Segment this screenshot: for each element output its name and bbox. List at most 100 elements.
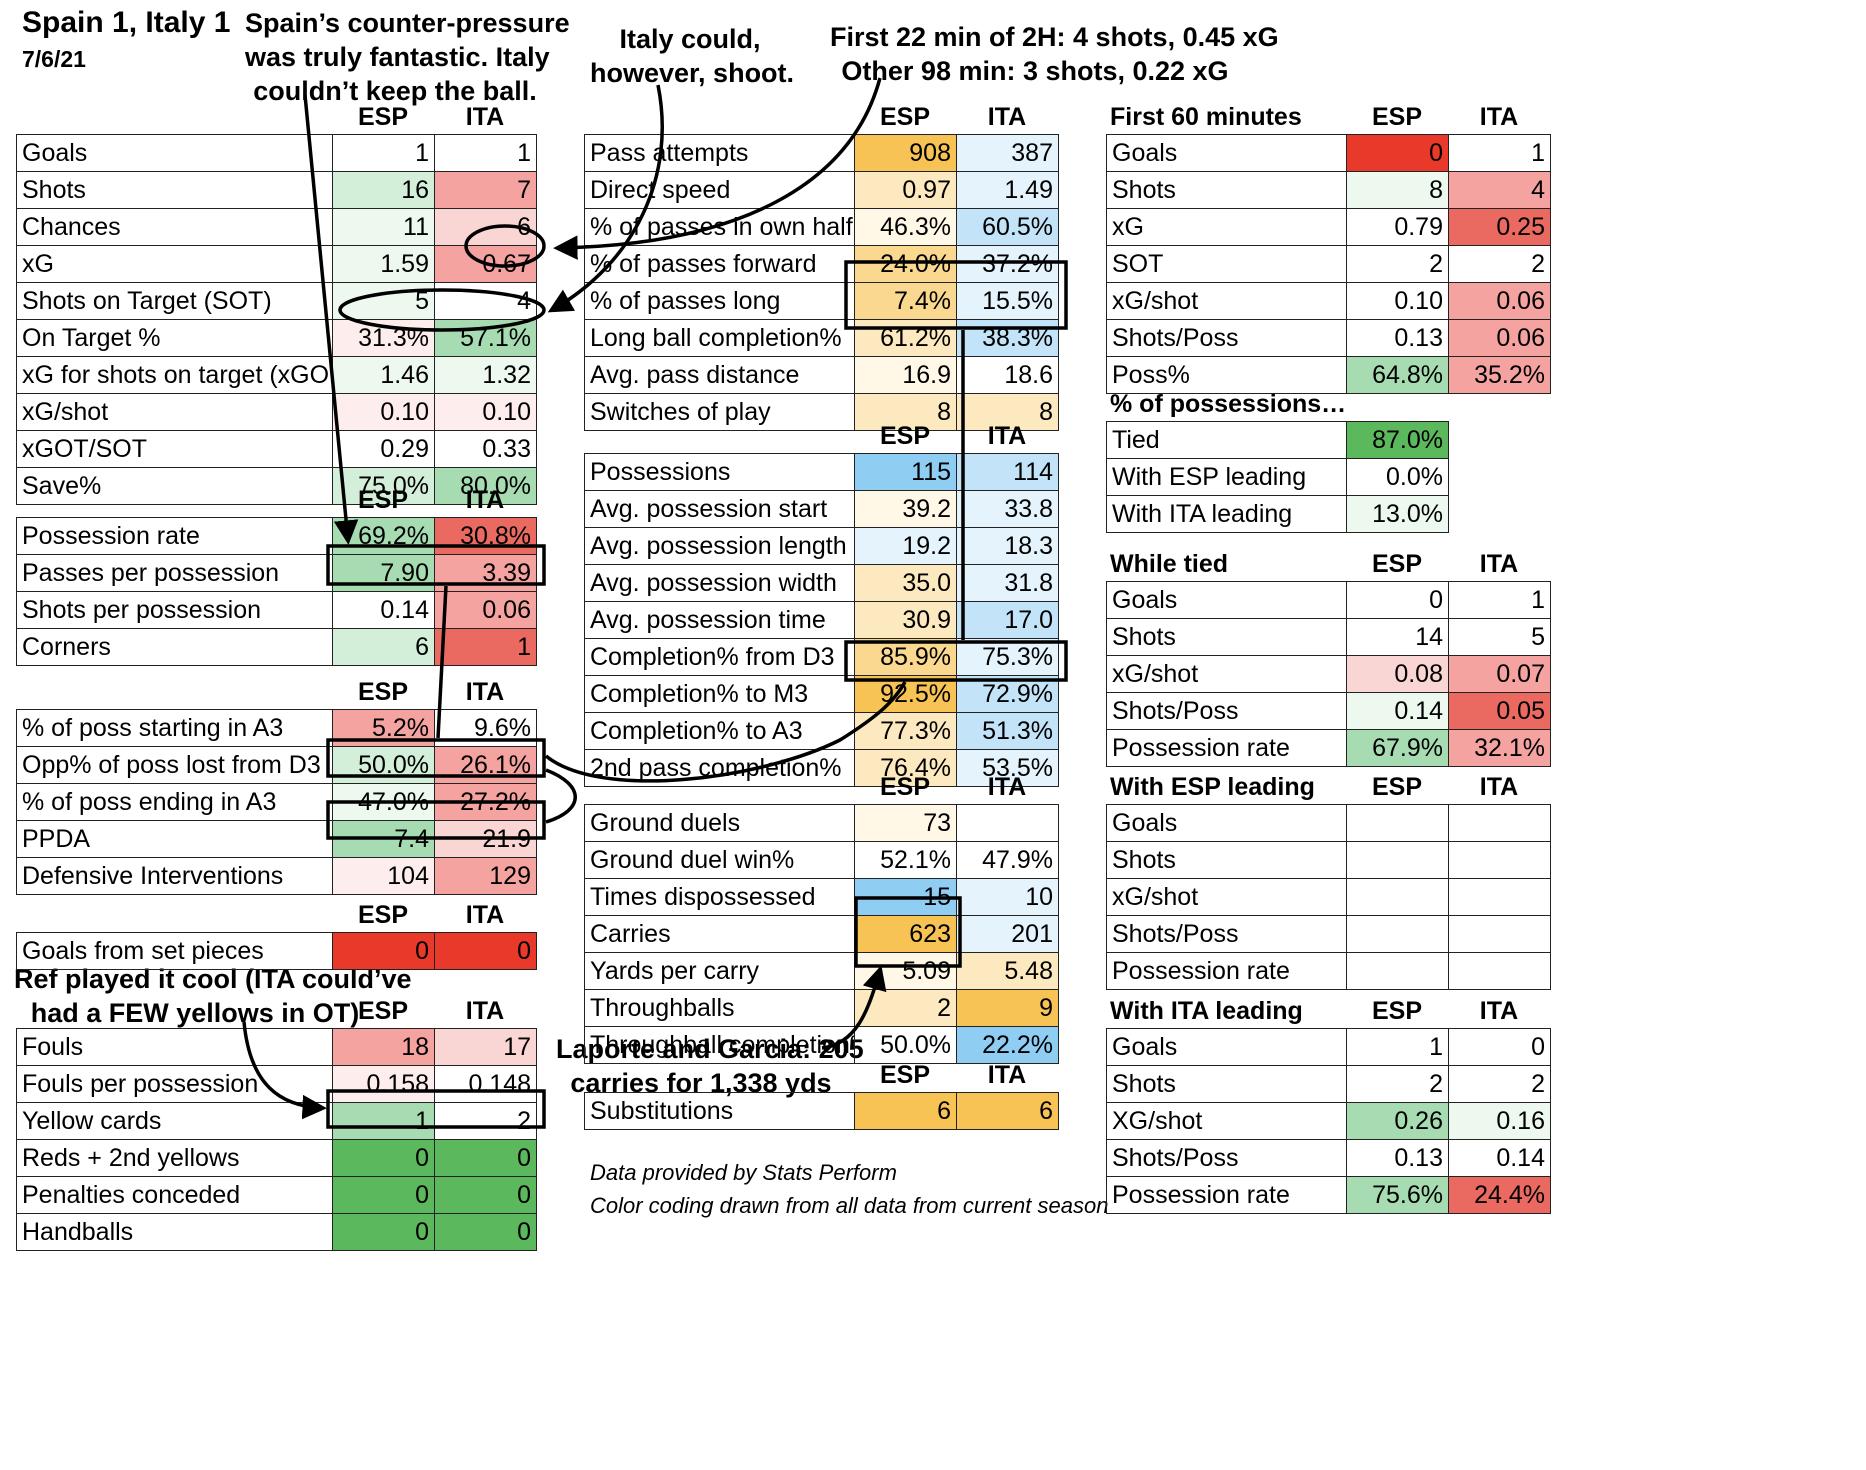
value-esp: 52.1%	[854, 841, 957, 879]
col-header-ita: ITA	[465, 103, 505, 131]
col-header-ita: ITA	[1479, 550, 1519, 578]
table-row: Pass attempts 908 387	[584, 134, 1059, 172]
row-label: Times dispossessed	[584, 878, 855, 916]
value-esp: 5.09	[854, 952, 957, 990]
row-label: Completion% from D3	[584, 638, 855, 676]
value-ita: 27.2%	[434, 783, 537, 821]
value-esp: 24.0%	[854, 245, 957, 283]
value-esp: 0.08	[1346, 655, 1449, 693]
col-header-esp: ESP	[1371, 550, 1423, 578]
value-esp: 5.2%	[332, 709, 435, 747]
value-ita: 0.06	[1448, 319, 1551, 357]
value-ita: 114	[956, 453, 1059, 491]
table-row: Corners 6 1	[16, 628, 537, 666]
table-row: Possession rate 67.9% 32.1%	[1106, 729, 1551, 767]
row-label: % of poss starting in A3	[16, 709, 333, 747]
value-esp: 39.2	[854, 490, 957, 528]
col-header-ita: ITA	[987, 1061, 1027, 1089]
value-esp: 15	[854, 878, 957, 916]
value-ita: 30.8%	[434, 517, 537, 555]
row-label: Handballs	[16, 1213, 333, 1251]
table-row: xG for shots on target (xGOT) 1.46 1.32	[16, 356, 537, 394]
table-row: % of passes long 7.4% 15.5%	[584, 282, 1059, 320]
col-header-ita: ITA	[465, 901, 505, 929]
row-label: Possession rate	[1106, 952, 1347, 990]
table-row: Avg. pass distance 16.9 18.6	[584, 356, 1059, 394]
col-header-ita: ITA	[465, 997, 505, 1025]
stats-table-first60: Goals 0 1 Shots 8 4 xG 0.79 0.25 SOT 2 2 xG/shot 0.10…	[1106, 134, 1551, 394]
value-ita: 2	[1448, 245, 1551, 283]
value-esp: 0	[1346, 134, 1449, 172]
col-header-ita: ITA	[465, 678, 505, 706]
table-row: With ESP leading 0.0%	[1106, 458, 1449, 496]
stats-table-passing: Pass attempts 908 387 Direct speed 0.97 1.49%…	[584, 134, 1059, 431]
row-label: Direct speed	[584, 171, 855, 209]
value-ita: 201	[956, 915, 1059, 953]
table-row: Goals 0 1	[1106, 134, 1551, 172]
row-label: Long ball completion%	[584, 319, 855, 357]
table-row: Direct speed 0.97 1.49	[584, 171, 1059, 209]
note-counter-pressure: Spain’s counter-pressure was truly fantas…	[245, 8, 570, 106]
row-label: Opp% of poss lost from D3	[16, 746, 333, 784]
value-esp: 0.13	[1346, 319, 1449, 357]
table-row: xGOT/SOT 0.29 0.33	[16, 430, 537, 468]
row-label: Save%	[16, 467, 333, 505]
table-row: Yards per carry 5.09 5.48	[584, 952, 1059, 990]
table-row: XG/shot 0.26 0.16	[1106, 1102, 1551, 1140]
table-row: Long ball completion% 61.2% 38.3%	[584, 319, 1059, 357]
row-label: xG for shots on target (xGOT)	[16, 356, 333, 394]
col-header-ita: ITA	[987, 422, 1027, 450]
value-ita: 0	[434, 1139, 537, 1177]
value-ita	[1448, 952, 1551, 990]
value-esp: 30.9	[854, 601, 957, 639]
table-row: Penalties conceded 0 0	[16, 1176, 537, 1214]
value-ita: 2	[1448, 1065, 1551, 1103]
note-ref: Ref played it cool (ITA could’ve had a FE…	[14, 964, 412, 1028]
row-label: With ESP leading	[1106, 458, 1347, 496]
value-ita	[1448, 878, 1551, 916]
value-ita: 38.3%	[956, 319, 1059, 357]
table-row: Handballs 0 0	[16, 1213, 537, 1251]
value-ita: 7	[434, 171, 537, 209]
row-label: Shots on Target (SOT)	[16, 282, 333, 320]
value-ita: 10	[956, 878, 1059, 916]
value-esp: 47.0%	[332, 783, 435, 821]
row-label: 2nd pass completion%	[584, 749, 855, 787]
table-title-possessions_state: % of possessions…	[1110, 390, 1347, 418]
table-row: xG/shot 0.10 0.06	[1106, 282, 1551, 320]
stats-table-main: Goals 1 1 Shots 16 7 Chances 11 6 xG 1.59 0.67 Shots…	[16, 134, 537, 505]
row-label: With ITA leading	[1106, 495, 1347, 533]
value-ita: 1	[1448, 581, 1551, 619]
table-row: Shots 16 7	[16, 171, 537, 209]
col-header-esp: ESP	[357, 997, 409, 1025]
table-row: Avg. possession length 19.2 18.3	[584, 527, 1059, 565]
value-esp: 46.3%	[854, 208, 957, 246]
value-ita: 72.9%	[956, 675, 1059, 713]
table-row: xG/shot 0.08 0.07	[1106, 655, 1551, 693]
table-row: Ground duel win% 52.1% 47.9%	[584, 841, 1059, 879]
value-ita: 18.6	[956, 356, 1059, 394]
table-row: Shots 8 4	[1106, 171, 1551, 209]
stats-table-possessions_state: Tied 87.0% With ESP leading 0.0% With ITA le…	[1106, 421, 1449, 533]
value-esp: 11	[332, 208, 435, 246]
value-esp: 0	[332, 1139, 435, 1177]
row-label: Avg. pass distance	[584, 356, 855, 394]
value-ita: 5	[1448, 618, 1551, 656]
row-label: Poss%	[1106, 356, 1347, 394]
value-esp: 7.90	[332, 554, 435, 592]
table-row: Possession rate	[1106, 952, 1551, 990]
table-row: Avg. possession start 39.2 33.8	[584, 490, 1059, 528]
match-date: 7/6/21	[22, 46, 86, 72]
value-ita: 0.148	[434, 1065, 537, 1103]
value-ita: 0.06	[434, 591, 537, 629]
table-title-esp_leading: With ESP leading	[1110, 773, 1315, 801]
col-header-esp: ESP	[879, 1061, 931, 1089]
row-label: % of passes forward	[584, 245, 855, 283]
value-ita: 1.32	[434, 356, 537, 394]
value-esp: 18	[332, 1028, 435, 1066]
table-row: Ground duels 73	[584, 804, 1059, 842]
value-esp: 73	[854, 804, 957, 842]
row-label: Avg. possession width	[584, 564, 855, 602]
table-title-tied: While tied	[1110, 550, 1229, 578]
